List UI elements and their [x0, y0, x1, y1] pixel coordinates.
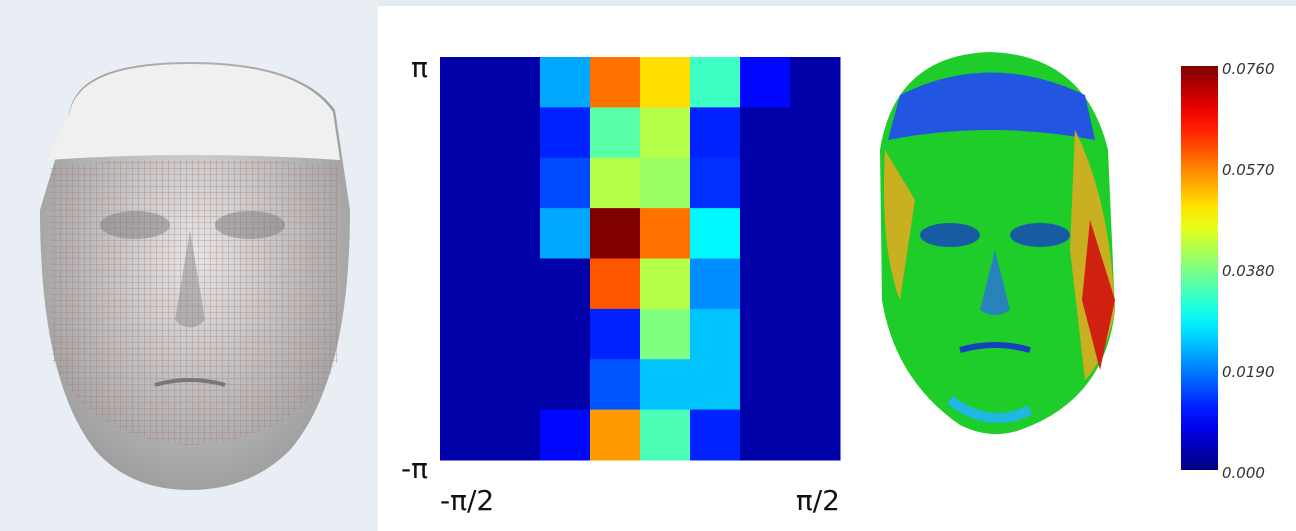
heat-cell: [440, 309, 491, 360]
y-tick-label: -π: [401, 452, 428, 485]
heat-cell: [640, 208, 691, 259]
heat-cell: [790, 158, 841, 209]
heat-cell: [640, 359, 691, 410]
heat-cell: [790, 107, 841, 158]
heat-cell: [590, 57, 641, 108]
colored-head: [880, 52, 1115, 434]
heat-cell: [490, 158, 541, 209]
heat-cell: [590, 359, 641, 410]
heat-cell: [640, 57, 691, 108]
heat-cell: [440, 208, 491, 259]
heat-cell: [490, 359, 541, 410]
heat-cell: [740, 158, 791, 209]
colorbar: 0.0760 0.0570 0.0380 0.0190 0.000: [1181, 60, 1275, 482]
heat-cell: [790, 208, 841, 259]
heat-cell: [790, 309, 841, 360]
heat-cell: [590, 259, 641, 310]
heat-cell: [640, 410, 691, 461]
heat-cell: [490, 309, 541, 360]
heat-cell: [740, 309, 791, 360]
heat-cell: [490, 208, 541, 259]
heatmap: -π/2 π/2 π -π: [401, 51, 840, 517]
heat-cell: [540, 107, 591, 158]
colorbar-label: 0.0570: [1222, 161, 1275, 179]
heat-cell: [790, 259, 841, 310]
page: -π/2 π/2 π -π 0.0760 0.0570 0.0380 0.0190 0.000…: [0, 0, 1296, 531]
heat-cell: [690, 359, 741, 410]
heat-cell: [740, 410, 791, 461]
heat-cell: [790, 359, 841, 410]
colorbar-label: 0.0380: [1222, 262, 1275, 280]
colorbar-label: 0.0760: [1222, 60, 1275, 78]
heat-cell: [690, 57, 741, 108]
heat-cell: [490, 259, 541, 310]
heat-cell: [540, 57, 591, 108]
heat-cell: [690, 410, 741, 461]
heat-cell: [790, 410, 841, 461]
heat-cell: [790, 57, 841, 108]
heat-cell: [590, 107, 641, 158]
heat-cell: [490, 57, 541, 108]
heat-cell: [690, 208, 741, 259]
heat-cell: [540, 259, 591, 310]
colorbar-gradient: [1181, 66, 1218, 470]
heat-cell: [740, 107, 791, 158]
heat-cell: [690, 309, 741, 360]
heat-cell: [590, 309, 641, 360]
heat-cell: [540, 359, 591, 410]
heat-cell: [740, 57, 791, 108]
heat-cell: [440, 259, 491, 310]
heat-cell: [440, 107, 491, 158]
heat-cell: [640, 259, 691, 310]
heat-cell: [540, 208, 591, 259]
face-mesh: [40, 62, 350, 490]
heat-cell: [740, 208, 791, 259]
heat-cell: [640, 158, 691, 209]
heat-cell: [590, 208, 641, 259]
heat-cell: [540, 158, 591, 209]
heat-cell: [740, 259, 791, 310]
heat-cell: [590, 158, 641, 209]
heat-cell: [440, 158, 491, 209]
heat-cell: [440, 359, 491, 410]
heat-cell: [540, 309, 591, 360]
heat-cell: [640, 309, 691, 360]
heat-cell: [440, 57, 491, 108]
y-tick-label: π: [411, 51, 428, 84]
heat-cell: [490, 410, 541, 461]
x-tick-label: π/2: [796, 484, 840, 517]
colorbar-label: 0.0190: [1222, 363, 1275, 381]
heat-cell: [490, 107, 541, 158]
heat-cell: [640, 107, 691, 158]
heat-cell: [440, 410, 491, 461]
heat-cell: [540, 410, 591, 461]
figure: -π/2 π/2 π -π 0.0760 0.0570 0.0380 0.0190 0.000: [0, 0, 1296, 531]
heat-cell: [740, 359, 791, 410]
colorbar-label: 0.000: [1222, 464, 1265, 482]
heat-cell: [690, 158, 741, 209]
heat-cell: [690, 107, 741, 158]
heat-cell: [590, 410, 641, 461]
heat-cell: [690, 259, 741, 310]
x-tick-label: -π/2: [440, 484, 494, 517]
